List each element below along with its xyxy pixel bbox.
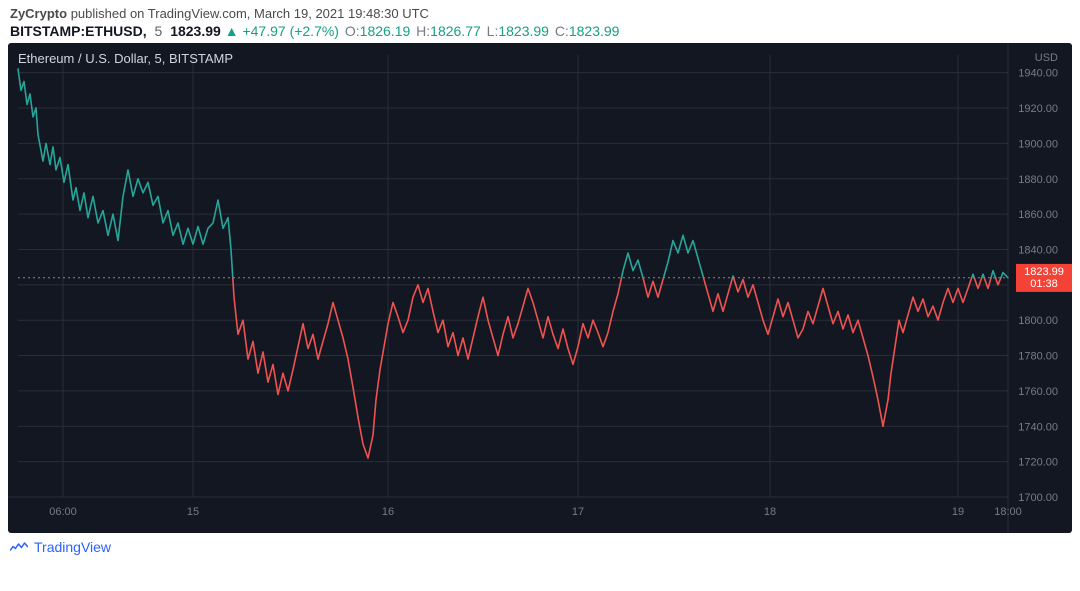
- brand-footer: TradingView: [0, 533, 1080, 561]
- last-price-tag-countdown: 01:38: [1020, 278, 1068, 290]
- interval-label: 5: [155, 23, 163, 39]
- close-value: 1823.99: [569, 23, 620, 39]
- last-price-tag-value: 1823.99: [1020, 266, 1068, 278]
- chart-title: Ethereum / U.S. Dollar, 5, BITSTAMP: [18, 51, 233, 66]
- svg-text:1920.00: 1920.00: [1018, 103, 1058, 115]
- svg-text:1760.00: 1760.00: [1018, 386, 1058, 398]
- high-label: H:: [416, 23, 430, 39]
- svg-text:1840.00: 1840.00: [1018, 244, 1058, 256]
- svg-text:1880.00: 1880.00: [1018, 174, 1058, 186]
- open-value: 1826.19: [360, 23, 411, 39]
- published-on: published on TradingView.com,: [71, 6, 251, 21]
- open-label: O:: [345, 23, 360, 39]
- publish-datetime: March 19, 2021 19:48:30 UTC: [254, 6, 429, 21]
- svg-text:18:00: 18:00: [994, 506, 1022, 518]
- svg-text:06:00: 06:00: [49, 506, 77, 518]
- svg-text:1860.00: 1860.00: [1018, 209, 1058, 221]
- svg-text:1800.00: 1800.00: [1018, 315, 1058, 327]
- svg-text:1940.00: 1940.00: [1018, 68, 1058, 80]
- svg-text:1700.00: 1700.00: [1018, 492, 1058, 504]
- brand-label: TradingView: [34, 539, 111, 555]
- low-value: 1823.99: [498, 23, 549, 39]
- last-price-tag: 1823.99 01:38: [1016, 264, 1072, 292]
- close-label: C:: [555, 23, 569, 39]
- svg-text:17: 17: [572, 506, 584, 518]
- svg-text:15: 15: [187, 506, 199, 518]
- chart-canvas: 1700.00 1720.00 1740.00 1760.00 1780.00 1800.…: [8, 43, 1072, 533]
- low-label: L:: [487, 23, 499, 39]
- svg-text:19: 19: [952, 506, 964, 518]
- price-chart[interactable]: Ethereum / U.S. Dollar, 5, BITSTAMP 1700…: [8, 43, 1072, 533]
- svg-text:1900.00: 1900.00: [1018, 138, 1058, 150]
- svg-text:16: 16: [382, 506, 394, 518]
- change-abs: +47.97: [242, 23, 285, 39]
- svg-text:USD: USD: [1035, 52, 1058, 64]
- ticker-header: BITSTAMP:ETHUSD, 5 1823.99 ▲ +47.97 (+2.…: [0, 23, 1080, 43]
- last-price: 1823.99: [170, 23, 221, 39]
- svg-text:18: 18: [764, 506, 776, 518]
- publisher-name: ZyCrypto: [10, 6, 67, 21]
- high-value: 1826.77: [430, 23, 481, 39]
- tradingview-logo-icon: [10, 540, 28, 554]
- svg-text:1740.00: 1740.00: [1018, 421, 1058, 433]
- svg-text:1780.00: 1780.00: [1018, 351, 1058, 363]
- symbol-label: BITSTAMP:ETHUSD,: [10, 23, 147, 39]
- svg-text:1720.00: 1720.00: [1018, 457, 1058, 469]
- change-arrow-icon: ▲: [225, 23, 239, 39]
- publish-header: ZyCrypto published on TradingView.com, M…: [0, 0, 1080, 23]
- change-pct: (+2.7%): [290, 23, 339, 39]
